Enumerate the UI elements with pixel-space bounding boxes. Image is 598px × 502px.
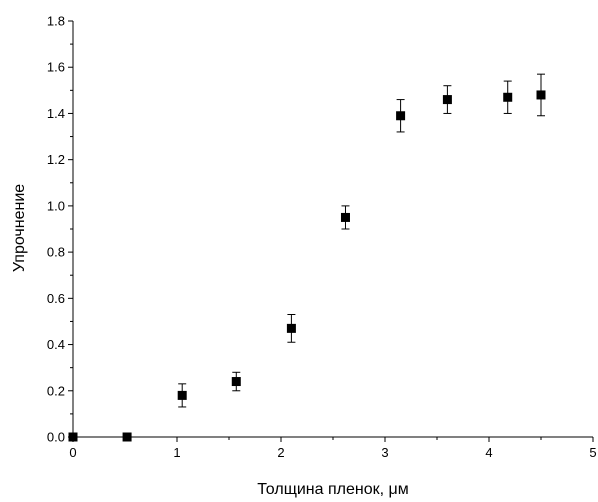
y-tick-label: 1.4: [47, 106, 65, 121]
x-tick-label: 4: [485, 445, 492, 460]
y-axis-title: Упрочнение: [11, 184, 28, 272]
y-tick-label: 0.6: [47, 291, 65, 306]
data-point: [442, 95, 452, 105]
y-tick-label: 1.0: [47, 198, 65, 213]
y-tick-label: 1.6: [47, 60, 65, 75]
x-tick-label: 0: [69, 445, 76, 460]
data-point: [68, 432, 78, 442]
x-tick-label: 3: [381, 445, 388, 460]
data-point: [340, 212, 350, 222]
x-tick-label: 2: [277, 445, 284, 460]
y-tick-label: 1.8: [47, 14, 65, 29]
data-point: [177, 390, 187, 400]
data-point: [122, 432, 132, 442]
y-axis-ticks: 0.0 0.2 0.4 0.6 0.8 1.0 1.2 1.4 1.6 1.8: [47, 14, 73, 445]
y-tick-label: 1.2: [47, 152, 65, 167]
data-point: [286, 323, 296, 333]
x-axis-title: Толщина пленок, μм: [257, 481, 408, 498]
data-point: [503, 92, 513, 102]
x-tick-label: 5: [589, 445, 596, 460]
y-tick-label: 0.0: [47, 430, 65, 445]
data-point: [536, 90, 546, 100]
y-tick-label: 0.4: [47, 337, 65, 352]
y-tick-label: 0.2: [47, 383, 65, 398]
axes: [72, 21, 593, 438]
data-points: [68, 90, 546, 442]
x-axis-ticks: 0 1 2 3 4 5: [69, 437, 597, 460]
x-tick-label: 1: [173, 445, 180, 460]
y-tick-label: 0.8: [47, 245, 65, 260]
error-bars: [178, 73, 545, 408]
data-point: [231, 377, 241, 387]
data-point: [396, 111, 406, 121]
